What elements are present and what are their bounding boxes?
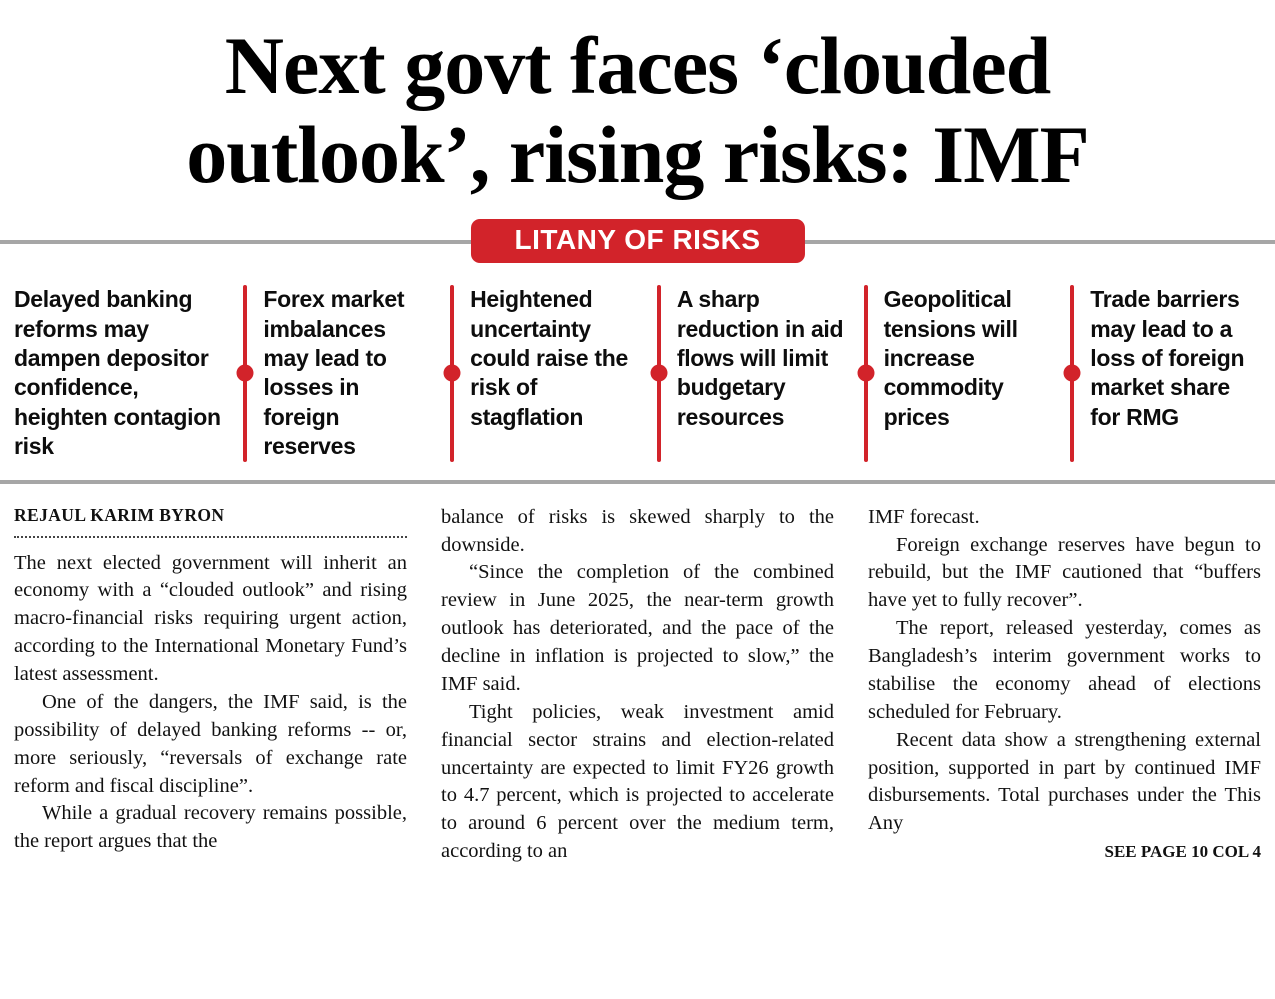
article-column-2: balance of risks is skewed sharply to th… <box>441 504 834 866</box>
risk-item-5: Geopolitical tensions will increase comm… <box>883 286 1018 430</box>
risk-divider <box>650 285 668 462</box>
litany-of-risks-badge: LITANY OF RISKS <box>470 219 805 264</box>
litany-of-risks-label: LITANY OF RISKS <box>514 224 761 256</box>
paragraph: “Since the completion of the combined re… <box>441 561 834 695</box>
headline: Next govt faces ‘clouded outlook’, risin… <box>0 20 1275 200</box>
risk-divider <box>857 285 875 462</box>
risk-divider <box>1063 285 1081 462</box>
risk-item-2: Forex market imbalances may lead to loss… <box>263 286 405 460</box>
risk-item-3: Heightened uncertainty could raise the r… <box>470 286 628 430</box>
paragraph: Tight policies, weak investment amid fin… <box>441 700 834 863</box>
article-body: REJAUL KARIM BYRON The next elected gove… <box>0 484 1275 866</box>
risk-divider <box>443 285 461 462</box>
jump-line: SEE PAGE 10 COL 4 <box>1104 842 1262 862</box>
risk-bullet-dot <box>857 364 875 382</box>
headline-line-2: outlook’, rising risks: IMF <box>186 108 1089 200</box>
byline: REJAUL KARIM BYRON <box>14 504 225 525</box>
risk-item-6: Trade barriers may lead to a loss of for… <box>1090 286 1245 430</box>
headline-line-1: Next govt faces ‘clouded <box>224 20 1051 111</box>
paragraph: The next elected government will inherit… <box>14 551 407 686</box>
risk-item-1: Delayed banking reforms may dampen depos… <box>14 286 221 460</box>
risk-divider <box>236 285 254 462</box>
paragraph: One of the dangers, the IMF said, is the… <box>14 690 407 797</box>
newspaper-page: Next govt faces ‘clouded outlook’, risin… <box>0 20 1275 999</box>
risk-item-4: A sharp reduction in aid flows will limi… <box>676 286 844 430</box>
article-column-1: REJAUL KARIM BYRON The next elected gove… <box>14 504 407 866</box>
byline-dotted-rule <box>14 535 407 538</box>
risk-strip: Delayed banking reforms may dampen depos… <box>0 265 1275 480</box>
article-column-3: IMF forecast. Foreign exchange reserves … <box>868 504 1261 866</box>
risk-bullet-dot <box>236 364 254 382</box>
risk-bullet-dot <box>443 364 461 382</box>
risk-bullet-dot <box>1063 364 1081 382</box>
section-rule-with-badge: LITANY OF RISKS <box>0 219 1275 265</box>
paragraph: While a gradual recovery remains possibl… <box>14 802 407 853</box>
paragraph: IMF forecast. <box>868 505 980 528</box>
bottom-rule <box>0 479 1275 484</box>
paragraph: The report, released yesterday, comes as… <box>868 617 1261 723</box>
paragraph: balance of risks is skewed sharply to th… <box>441 505 834 556</box>
paragraph: Foreign exchange reserves have begun to … <box>868 533 1261 612</box>
paragraph: Recent data show a strengthening externa… <box>868 728 1261 835</box>
risk-bullet-dot <box>650 364 668 382</box>
